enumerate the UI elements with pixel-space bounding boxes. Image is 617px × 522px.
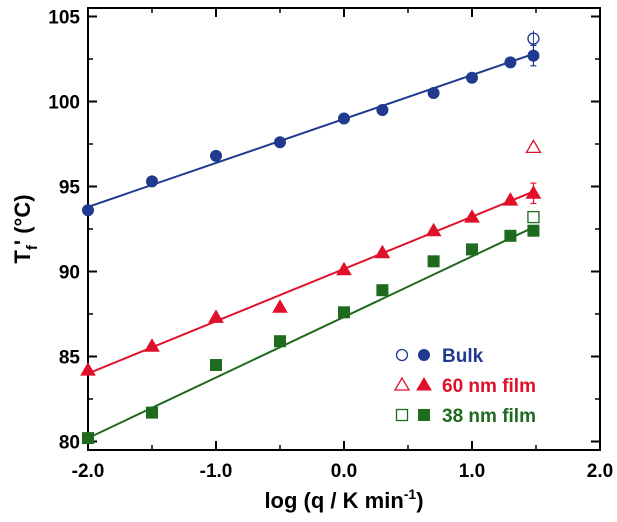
y-tick-label: 95 — [59, 178, 81, 199]
legend-filled-marker-60-nm-film — [416, 377, 432, 391]
axis-ticks — [87, 8, 601, 450]
legend: Bulk 60 nm film 38 nm film — [393, 346, 536, 427]
x-tick-label: 1.0 — [459, 461, 485, 482]
data-point-38-nm-film — [82, 432, 94, 445]
legend-label-38-nm-film: 38 nm film — [442, 406, 536, 427]
data-point-38-nm-film — [210, 359, 222, 371]
x-tick-label: 0.0 — [331, 461, 357, 482]
data-point-bulk — [274, 136, 286, 149]
data-point-60-nm-film — [502, 192, 519, 206]
data-point-bulk — [427, 87, 440, 99]
legend-open-marker-38-nm-film — [395, 408, 409, 422]
data-point-38-nm-film — [427, 255, 440, 268]
data-point-bulk — [210, 149, 222, 162]
data-point-38-nm-film — [376, 284, 389, 297]
data-point-60-nm-film — [144, 338, 160, 352]
data-point-bulk — [146, 175, 158, 188]
data-point-38-nm-film — [338, 306, 350, 319]
open-point-38-nm-film — [527, 210, 540, 224]
data-point-bulk — [82, 204, 94, 217]
y-tick-label: 90 — [59, 263, 80, 284]
data-point-38-nm-film — [527, 224, 540, 237]
x-tick-label: 2.0 — [587, 461, 613, 482]
data-point-60-nm-film — [425, 222, 442, 237]
fit-lines — [87, 52, 534, 440]
data-point-bulk — [376, 104, 389, 116]
fit-line-60-nm-film — [87, 190, 534, 375]
data-point-60-nm-film — [464, 209, 480, 223]
data-point-38-nm-film — [504, 229, 517, 242]
data-point-bulk — [527, 49, 540, 62]
fit-line-38-nm-film — [87, 226, 534, 440]
y-tick-label: 80 — [59, 433, 80, 454]
fit-line-bulk — [87, 52, 534, 208]
data-point-bulk — [466, 71, 478, 84]
y-tick-label: 85 — [59, 348, 81, 369]
y-tick-label: 100 — [48, 93, 80, 114]
legend-label-bulk: Bulk — [442, 346, 484, 367]
error-bars — [530, 44, 537, 205]
legend-open-marker-60-nm-film — [393, 376, 411, 391]
open-point-60-nm-film — [525, 139, 542, 154]
data-point-60-nm-film — [525, 185, 542, 199]
legend-open-marker-bulk — [395, 348, 409, 362]
x-tick-label: -1.0 — [200, 461, 233, 482]
data-point-38-nm-film — [466, 243, 478, 256]
data-point-60-nm-film — [336, 261, 352, 276]
legend-filled-marker-38-nm-film — [418, 409, 430, 421]
data-point-60-nm-film — [374, 244, 391, 259]
data-point-38-nm-film — [146, 406, 158, 419]
x-axis-title: log (q / K min-1) — [264, 486, 423, 513]
data-point-38-nm-film — [274, 335, 286, 348]
data-point-60-nm-film — [272, 299, 288, 313]
tick-labels: -2.0 -1.0 0.0 1.0 2.0 80 85 90 95 100 105 — [48, 8, 613, 483]
y-axis-title: Tf' (°C) — [10, 194, 41, 263]
y-tick-label: 105 — [48, 8, 80, 29]
data-point-60-nm-film — [80, 362, 96, 376]
data-point-bulk — [338, 112, 350, 125]
data-point-60-nm-film — [208, 309, 224, 323]
legend-filled-marker-bulk — [418, 349, 430, 361]
legend-label-60-nm-film: 60 nm film — [442, 376, 536, 397]
data-point-bulk — [504, 56, 517, 69]
data-points — [80, 30, 542, 445]
x-tick-label: -2.0 — [72, 461, 105, 482]
